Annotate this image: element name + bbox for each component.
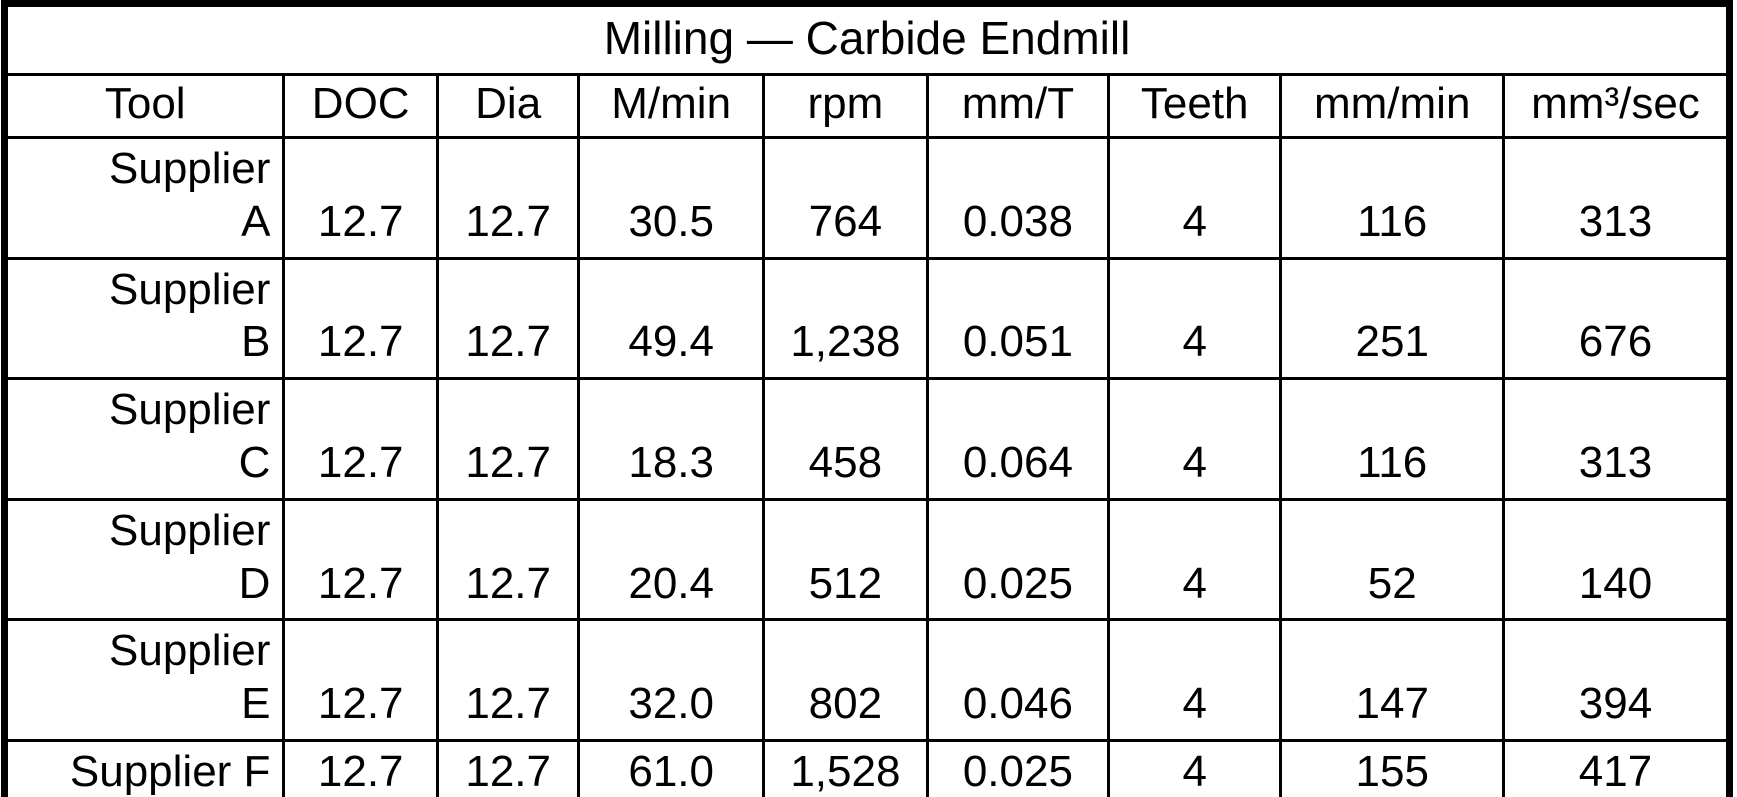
column-header: Teeth — [1106, 73, 1283, 139]
value-cell: 12.7 — [282, 256, 439, 381]
value-cell: 12.7 — [282, 738, 439, 797]
tool-cell: Supplier C — [2, 377, 286, 501]
value-cell: 313 — [1501, 377, 1732, 501]
column-header: DOC — [282, 73, 439, 139]
value-cell: 12.7 — [435, 377, 581, 501]
column-header: Dia — [435, 73, 581, 139]
value-cell: 251 — [1279, 256, 1505, 381]
tool-cell: Supplier D — [2, 497, 286, 622]
table-row: Supplier C 12.7 12.7 18.3 458 0.064 4 116 313 — [2, 377, 1732, 501]
value-cell: 116 — [1279, 136, 1505, 260]
header-row: Tool DOC Dia M/min rpm mm/T Teeth mm/min mm³/sec — [2, 73, 1732, 139]
value-cell: 394 — [1501, 618, 1732, 742]
value-cell: 4 — [1106, 738, 1283, 797]
value-cell: 1,528 — [761, 738, 929, 797]
column-header: Tool — [2, 73, 286, 139]
value-cell: 676 — [1501, 256, 1732, 381]
value-cell: 52 — [1279, 497, 1505, 622]
column-header: M/min — [577, 73, 765, 139]
column-header: mm/T — [925, 73, 1110, 139]
value-cell: 12.7 — [435, 256, 581, 381]
tool-cell: Supplier B — [2, 256, 286, 381]
value-cell: 49.4 — [577, 256, 765, 381]
value-cell: 0.025 — [925, 738, 1110, 797]
tool-cell: Supplier A — [2, 136, 286, 260]
value-cell: 458 — [761, 377, 929, 501]
value-cell: 12.7 — [435, 136, 581, 260]
tool-cell: Supplier E — [2, 618, 286, 742]
value-cell: 30.5 — [577, 136, 765, 260]
table-title: Milling — Carbide Endmill — [3, 2, 1731, 76]
value-cell: 0.046 — [925, 618, 1110, 742]
value-cell: 140 — [1501, 497, 1732, 622]
value-cell: 147 — [1279, 618, 1505, 742]
value-cell: 12.7 — [435, 497, 581, 622]
table-row: Supplier A 12.7 12.7 30.5 764 0.038 4 116 313 — [2, 136, 1732, 260]
value-cell: 18.3 — [577, 377, 765, 501]
value-cell: 20.4 — [577, 497, 765, 622]
value-cell: 764 — [761, 136, 929, 260]
column-header: rpm — [761, 73, 929, 139]
value-cell: 512 — [761, 497, 929, 622]
table-row: Supplier B 12.7 12.7 49.4 1,238 0.051 4 251 676 — [2, 256, 1732, 381]
column-header: mm/min — [1279, 73, 1505, 139]
value-cell: 12.7 — [282, 377, 439, 501]
value-cell: 12.7 — [435, 618, 581, 742]
value-cell: 12.7 — [282, 136, 439, 260]
table-body: Supplier A 12.7 12.7 30.5 764 0.038 4 116 313 Sup… — [2, 136, 1732, 797]
value-cell: 32.0 — [577, 618, 765, 742]
value-cell: 61.0 — [577, 738, 765, 797]
table-row: Supplier D 12.7 12.7 20.4 512 0.025 4 52 140 — [2, 497, 1732, 622]
value-cell: 4 — [1106, 377, 1283, 501]
value-cell: 802 — [761, 618, 929, 742]
value-cell: 4 — [1106, 256, 1283, 381]
value-cell: 4 — [1106, 497, 1283, 622]
value-cell: 4 — [1106, 618, 1283, 742]
value-cell: 0.038 — [925, 136, 1110, 260]
tool-cell: Supplier F — [2, 738, 286, 797]
value-cell: 12.7 — [282, 497, 439, 622]
column-header: mm³/sec — [1501, 73, 1732, 139]
value-cell: 417 — [1501, 738, 1732, 797]
value-cell: 12.7 — [435, 738, 581, 797]
value-cell: 313 — [1501, 136, 1732, 260]
table-row: Supplier E 12.7 12.7 32.0 802 0.046 4 147 394 — [2, 618, 1732, 742]
value-cell: 0.064 — [925, 377, 1110, 501]
value-cell: 12.7 — [282, 618, 439, 742]
value-cell: 116 — [1279, 377, 1505, 501]
value-cell: 155 — [1279, 738, 1505, 797]
value-cell: 0.051 — [925, 256, 1110, 381]
value-cell: 4 — [1106, 136, 1283, 260]
value-cell: 1,238 — [761, 256, 929, 381]
title-row: Milling — Carbide Endmill — [3, 2, 1731, 76]
table-row: Supplier F 12.7 12.7 61.0 1,528 0.025 4 155 417 — [2, 738, 1732, 797]
value-cell: 0.025 — [925, 497, 1110, 622]
